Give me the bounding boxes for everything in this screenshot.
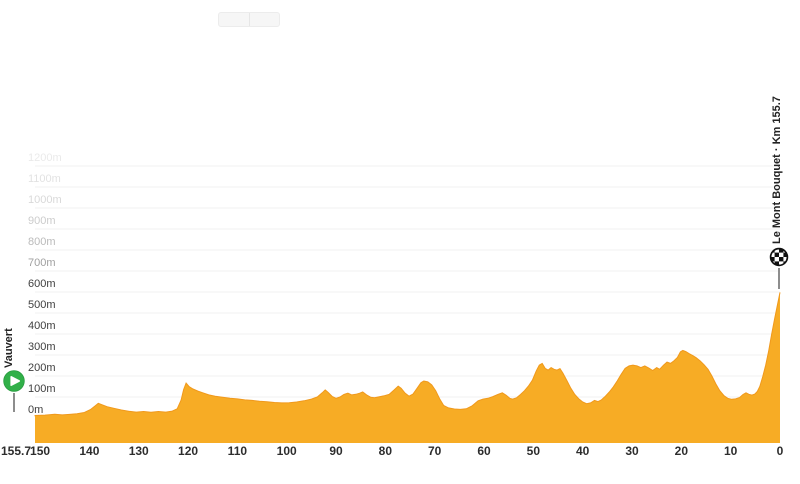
x-tick-label-10: 10 (723, 444, 738, 458)
x-tick-label-70: 70 (428, 444, 442, 458)
y-tick-label-900m: 900m (28, 215, 56, 227)
x-tick-label-40: 40 (575, 444, 590, 458)
y-tick-label-0m: 0m (28, 404, 44, 416)
y-tick-label-100m: 100m (28, 383, 56, 395)
x-tick-label-30: 30 (625, 444, 639, 458)
x-tick-label-120: 120 (178, 444, 199, 458)
start-marker-line (13, 393, 15, 412)
x-tick-label-0: 0 (776, 444, 784, 458)
x-tick-label-90: 90 (329, 444, 343, 458)
x-tick-label-155.7: 155.7 (0, 444, 32, 458)
x-tick-label-140: 140 (79, 444, 100, 458)
y-tick-label-1200m: 1200m (28, 152, 62, 164)
y-tick-label-1000m: 1000m (28, 194, 62, 206)
x-tick-label-150: 150 (30, 444, 51, 458)
y-tick-label-700m: 700m (28, 257, 56, 269)
x-tick-label-20: 20 (674, 444, 689, 458)
x-tick-label-100: 100 (276, 444, 297, 458)
x-tick-label-80: 80 (378, 444, 393, 458)
y-tick-label-500m: 500m (28, 299, 56, 311)
start-location-label: Vauvert (3, 328, 15, 368)
x-tick-label-50: 50 (526, 444, 541, 458)
x-tick-label-110: 110 (227, 444, 248, 458)
y-tick-label-400m: 400m (28, 320, 56, 332)
elevation-area[interactable] (35, 292, 780, 443)
y-tick-label-600m: 600m (28, 278, 56, 290)
finish-marker-line (778, 268, 780, 289)
y-tick-label-200m: 200m (28, 362, 56, 374)
play-icon (3, 370, 25, 397)
view-toggle-segment-right[interactable] (248, 13, 280, 26)
checkered-flag-icon (769, 247, 789, 272)
view-toggle[interactable] (218, 12, 280, 27)
y-tick-label-800m: 800m (28, 236, 56, 248)
elevation-edge-line (34, 292, 781, 417)
finish-location-label: Le Mont Bouquet · Km 155.7 (771, 96, 783, 244)
x-tick-label-130: 130 (128, 444, 149, 458)
x-tick-label-60: 60 (477, 444, 491, 458)
y-tick-label-1100m: 1100m (28, 173, 61, 185)
y-tick-label-300m: 300m (28, 341, 56, 353)
